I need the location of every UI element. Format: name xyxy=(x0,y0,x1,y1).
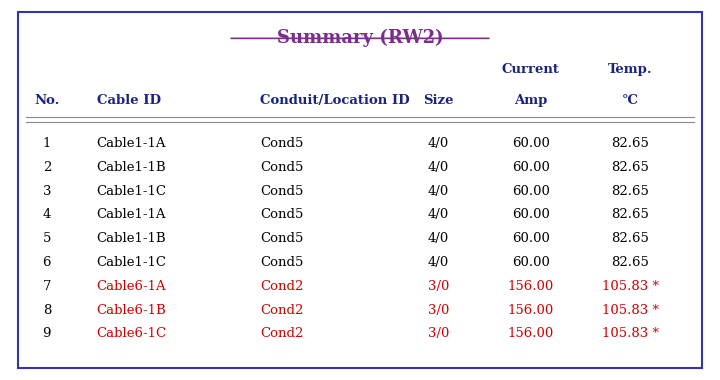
Text: Cond5: Cond5 xyxy=(261,185,304,198)
Text: Cable6-1C: Cable6-1C xyxy=(96,327,167,340)
Text: Cable1-1C: Cable1-1C xyxy=(96,185,167,198)
Text: 60.00: 60.00 xyxy=(512,208,550,222)
FancyBboxPatch shape xyxy=(19,12,701,368)
Text: Amp: Amp xyxy=(514,94,547,107)
Text: 4/0: 4/0 xyxy=(428,161,449,174)
Text: 3/0: 3/0 xyxy=(428,280,449,293)
Text: 82.65: 82.65 xyxy=(611,208,649,222)
Text: Cable6-1A: Cable6-1A xyxy=(96,280,166,293)
Text: 9: 9 xyxy=(42,327,51,340)
Text: 82.65: 82.65 xyxy=(611,137,649,150)
Text: Cond5: Cond5 xyxy=(261,137,304,150)
Text: 60.00: 60.00 xyxy=(512,161,550,174)
Text: Cable1-1B: Cable1-1B xyxy=(96,232,166,245)
Text: 4/0: 4/0 xyxy=(428,232,449,245)
Text: 2: 2 xyxy=(42,161,51,174)
Text: 6: 6 xyxy=(42,256,51,269)
Text: Temp.: Temp. xyxy=(608,63,653,76)
Text: °C: °C xyxy=(622,94,639,107)
Text: 1: 1 xyxy=(42,137,51,150)
Text: 82.65: 82.65 xyxy=(611,232,649,245)
Text: 3: 3 xyxy=(42,185,51,198)
Text: Conduit/Location ID: Conduit/Location ID xyxy=(261,94,410,107)
Text: 105.83 *: 105.83 * xyxy=(602,280,659,293)
Text: 156.00: 156.00 xyxy=(508,304,554,317)
Text: Summary (RW2): Summary (RW2) xyxy=(276,28,444,47)
Text: Cable1-1A: Cable1-1A xyxy=(96,137,166,150)
Text: 60.00: 60.00 xyxy=(512,256,550,269)
Text: Cable1-1C: Cable1-1C xyxy=(96,256,167,269)
Text: 60.00: 60.00 xyxy=(512,137,550,150)
Text: 3/0: 3/0 xyxy=(428,304,449,317)
Text: 4/0: 4/0 xyxy=(428,256,449,269)
Text: Cable1-1A: Cable1-1A xyxy=(96,208,166,222)
Text: Size: Size xyxy=(423,94,454,107)
Text: Cond2: Cond2 xyxy=(261,327,304,340)
Text: Current: Current xyxy=(502,63,559,76)
Text: 60.00: 60.00 xyxy=(512,232,550,245)
Text: 4/0: 4/0 xyxy=(428,185,449,198)
Text: Cable ID: Cable ID xyxy=(96,94,161,107)
Text: 4: 4 xyxy=(42,208,51,222)
Text: Cable6-1B: Cable6-1B xyxy=(96,304,166,317)
Text: 4/0: 4/0 xyxy=(428,137,449,150)
Text: 156.00: 156.00 xyxy=(508,327,554,340)
Text: 82.65: 82.65 xyxy=(611,256,649,269)
Text: Cond5: Cond5 xyxy=(261,161,304,174)
Text: 82.65: 82.65 xyxy=(611,185,649,198)
Text: 105.83 *: 105.83 * xyxy=(602,304,659,317)
Text: 7: 7 xyxy=(42,280,51,293)
Text: 5: 5 xyxy=(42,232,51,245)
Text: 156.00: 156.00 xyxy=(508,280,554,293)
Text: Cable1-1B: Cable1-1B xyxy=(96,161,166,174)
Text: Cond5: Cond5 xyxy=(261,232,304,245)
Text: 105.83 *: 105.83 * xyxy=(602,327,659,340)
Text: 60.00: 60.00 xyxy=(512,185,550,198)
Text: Cond2: Cond2 xyxy=(261,304,304,317)
Text: Cond5: Cond5 xyxy=(261,208,304,222)
Text: Cond5: Cond5 xyxy=(261,256,304,269)
Text: No.: No. xyxy=(34,94,60,107)
Text: 8: 8 xyxy=(42,304,51,317)
Text: Cond2: Cond2 xyxy=(261,280,304,293)
Text: 4/0: 4/0 xyxy=(428,208,449,222)
Text: 82.65: 82.65 xyxy=(611,161,649,174)
Text: 3/0: 3/0 xyxy=(428,327,449,340)
